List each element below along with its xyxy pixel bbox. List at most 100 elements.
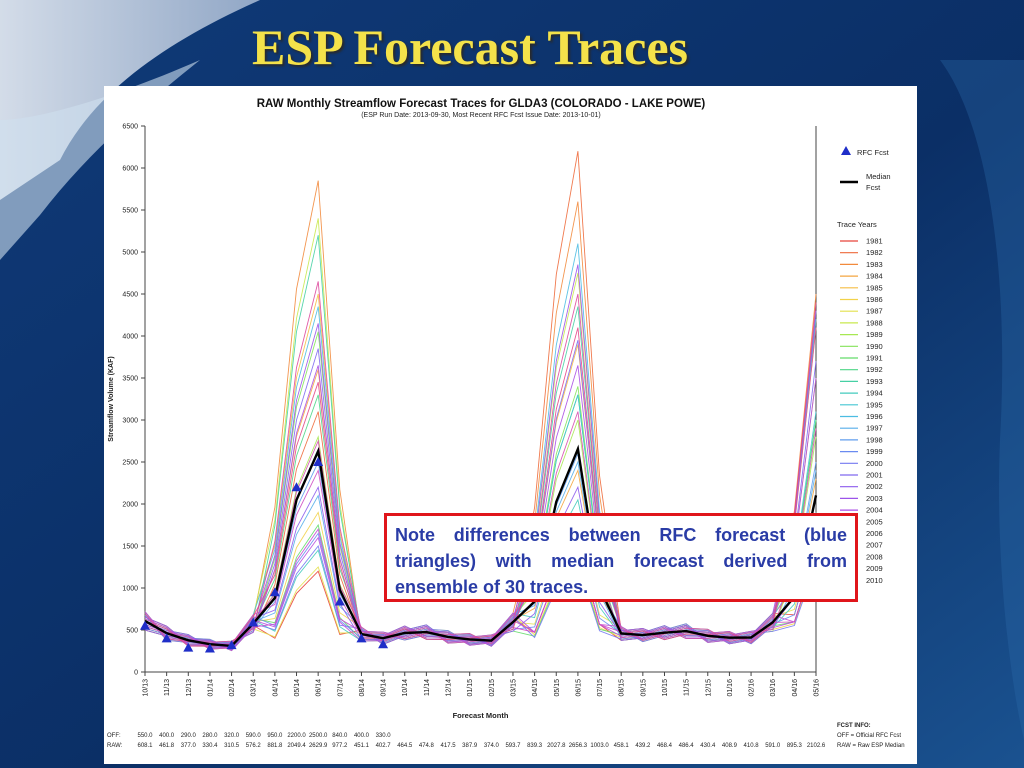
- legend-label-1981: 1981: [866, 237, 883, 246]
- y-tick-label: 2500: [122, 460, 138, 467]
- off-row-label: OFF:: [107, 733, 121, 739]
- raw-value: 839.3: [527, 743, 543, 749]
- off-value: 280.0: [202, 733, 218, 739]
- x-tick-label: 11/15: [684, 679, 691, 696]
- raw-value: 608.1: [137, 743, 153, 749]
- legend-label-1988: 1988: [866, 318, 883, 327]
- off-value: 320.0: [224, 733, 240, 739]
- rfc-fcst-marker: [204, 643, 215, 653]
- rfc-fcst-marker: [269, 587, 280, 597]
- median-forecast-line: [144, 444, 818, 648]
- rfc-fcst-marker: [291, 482, 302, 492]
- x-tick-label: 05/16: [814, 679, 821, 697]
- x-tick-label: 12/15: [705, 679, 712, 697]
- legend-label-1983: 1983: [866, 260, 883, 269]
- raw-value: 2027.8: [547, 743, 566, 749]
- off-value: 2200.0: [287, 733, 306, 739]
- y-tick-label: 5000: [122, 250, 138, 257]
- y-tick-label: 6500: [122, 124, 138, 131]
- x-tick-label: 02/15: [489, 679, 496, 697]
- raw-value: 310.5: [224, 743, 240, 749]
- x-tick-label: 01/14: [207, 679, 214, 697]
- rfc-fcst-marker: [248, 617, 259, 627]
- rfc-fcst-marker: [161, 633, 172, 643]
- raw-row-label: RAW:: [107, 743, 123, 749]
- legend-rfc-label: RFC Fcst: [857, 148, 890, 157]
- off-value: 2500.0: [309, 733, 328, 739]
- legend-rfc-marker: [841, 146, 851, 155]
- raw-value: 417.5: [441, 743, 457, 749]
- raw-value: 410.8: [744, 743, 760, 749]
- chart-title: RAW Monthly Streamflow Forecast Traces f…: [257, 98, 706, 110]
- x-tick-label: 03/16: [770, 679, 777, 697]
- raw-value: 593.7: [505, 743, 521, 749]
- y-tick-label: 0: [134, 670, 138, 677]
- legend-median-label-1: Median: [866, 172, 891, 181]
- legend-label-2003: 2003: [866, 494, 883, 503]
- legend-label-1987: 1987: [866, 307, 883, 316]
- legend-label-2007: 2007: [866, 541, 883, 550]
- legend-label-2005: 2005: [866, 517, 883, 526]
- raw-value: 402.7: [376, 743, 392, 749]
- legend-label-2006: 2006: [866, 529, 883, 538]
- y-tick-label: 4000: [122, 334, 138, 341]
- legend-trace-years-title: Trace Years: [837, 220, 877, 229]
- raw-value: 881.8: [267, 743, 283, 749]
- off-value: 400.0: [354, 733, 370, 739]
- raw-value: 439.2: [635, 743, 651, 749]
- legend-label-2002: 2002: [866, 482, 883, 491]
- x-tick-label: 09/14: [381, 679, 388, 697]
- legend-label-1990: 1990: [866, 342, 883, 351]
- raw-value: 374.0: [484, 743, 500, 749]
- x-tick-label: 01/16: [727, 679, 734, 697]
- x-tick-label: 02/16: [749, 679, 756, 697]
- fcst-info-line-2: RAW = Raw ESP Median: [837, 743, 905, 749]
- legend-label-1991: 1991: [866, 354, 883, 363]
- legend-label-2001: 2001: [866, 471, 883, 480]
- y-tick-label: 4500: [122, 292, 138, 299]
- raw-value: 2102.6: [807, 743, 826, 749]
- x-tick-label: 10/14: [402, 679, 409, 697]
- legend-label-1992: 1992: [866, 365, 883, 374]
- y-tick-label: 1000: [122, 586, 138, 593]
- legend-median-label-2: Fcst: [866, 183, 881, 192]
- y-tick-label: 500: [126, 628, 138, 635]
- legend-label-2000: 2000: [866, 459, 883, 468]
- rfc-fcst-marker: [140, 620, 150, 630]
- legend-label-1982: 1982: [866, 248, 883, 257]
- raw-value: 408.9: [722, 743, 738, 749]
- rfc-fcst-marker: [378, 639, 389, 649]
- raw-value: 486.4: [679, 743, 695, 749]
- x-tick-label: 07/15: [597, 679, 604, 697]
- trace-line-1984: [144, 369, 817, 652]
- y-tick-label: 1500: [122, 544, 138, 551]
- raw-value: 464.5: [397, 743, 413, 749]
- raw-value: 377.0: [181, 743, 197, 749]
- off-value: 840.0: [332, 733, 348, 739]
- rfc-fcst-marker: [334, 596, 345, 606]
- fcst-info-heading: FCST INFO:: [837, 723, 871, 729]
- legend-label-1985: 1985: [866, 283, 883, 292]
- legend-label-2004: 2004: [866, 506, 883, 515]
- raw-value: 591.0: [765, 743, 781, 749]
- trace-line-2006: [144, 528, 817, 652]
- off-value: 950.0: [267, 733, 283, 739]
- raw-value: 2629.9: [309, 743, 328, 749]
- x-tick-label: 08/15: [619, 679, 626, 697]
- x-tick-label: 07/14: [337, 679, 344, 697]
- y-tick-label: 2000: [122, 502, 138, 509]
- raw-value: 2656.3: [569, 743, 588, 749]
- x-tick-label: 12/13: [186, 679, 193, 697]
- x-tick-label: 04/16: [792, 679, 799, 697]
- x-tick-label: 06/15: [575, 679, 582, 697]
- off-value: 330.0: [376, 733, 392, 739]
- x-tick-label: 06/14: [316, 679, 323, 697]
- raw-value: 977.2: [332, 743, 348, 749]
- legend-label-1998: 1998: [866, 435, 883, 444]
- x-tick-label: 08/14: [359, 679, 366, 697]
- off-value: 590.0: [246, 733, 262, 739]
- x-tick-label: 10/15: [662, 679, 669, 697]
- x-tick-label: 04/15: [532, 679, 539, 697]
- raw-value: 576.2: [246, 743, 262, 749]
- rfc-fcst-marker: [183, 642, 194, 652]
